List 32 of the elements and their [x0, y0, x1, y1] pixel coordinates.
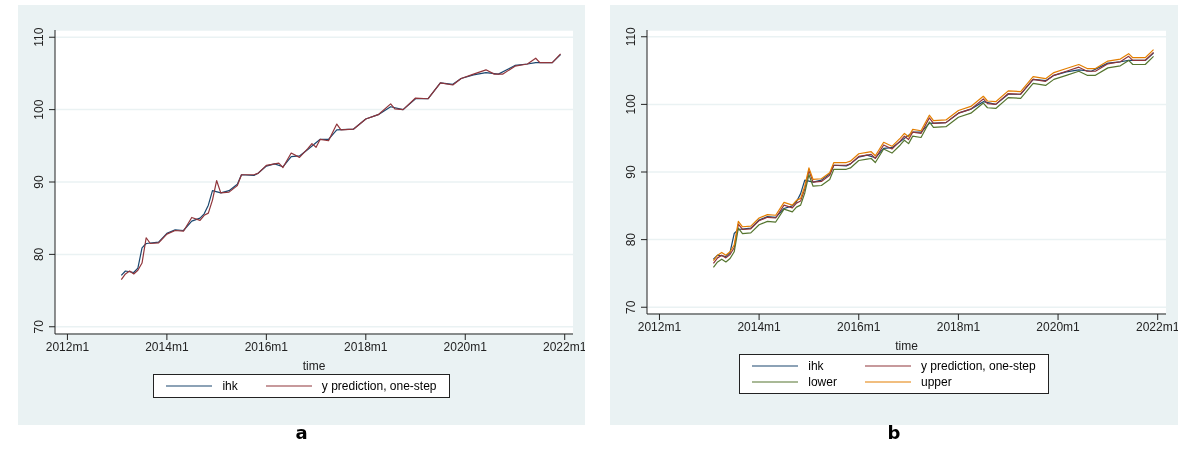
legend-label: ihk [808, 359, 824, 373]
text: b [886, 422, 902, 443]
x-tick-label: 2020m1 [1036, 319, 1081, 334]
x-tick-label: 2020m1 [443, 339, 488, 354]
legend-label: lower [808, 375, 837, 389]
x-tick-label: 2012m1 [637, 319, 682, 334]
legend-label: upper [920, 375, 952, 389]
x-tick-label: 2018m1 [936, 319, 981, 334]
x-tick-label: 2014m1 [145, 339, 189, 354]
text: a [294, 422, 309, 443]
x-tick-label: 2022m1 [1136, 319, 1180, 334]
legend-label: y prediction, one-step [920, 359, 1036, 373]
x-axis-title: time [302, 359, 326, 373]
y-tick-label: 90 [32, 175, 46, 189]
y-tick-label: 80 [32, 247, 46, 262]
legend-label: ihk [222, 379, 238, 393]
legend-label: y prediction, one-step [321, 379, 437, 393]
y-tick-label: 110 [32, 27, 46, 47]
x-tick-label: 2022m1 [543, 339, 587, 354]
x-axis-title: time [895, 339, 919, 353]
y-tick-label: 100 [624, 94, 638, 115]
y-tick-label: 70 [32, 319, 46, 334]
x-tick-label: 2012m1 [45, 339, 90, 354]
x-tick-label: 2016m1 [244, 339, 289, 354]
y-tick-label: 110 [624, 26, 638, 47]
y-tick-label: 90 [624, 165, 638, 179]
y-tick-label: 100 [32, 99, 46, 120]
y-tick-label: 80 [624, 232, 638, 247]
x-tick-label: 2018m1 [344, 339, 388, 354]
x-tick-label: 2016m1 [837, 319, 881, 334]
x-tick-label: 2014m1 [737, 319, 782, 334]
y-tick-label: 70 [624, 300, 638, 314]
